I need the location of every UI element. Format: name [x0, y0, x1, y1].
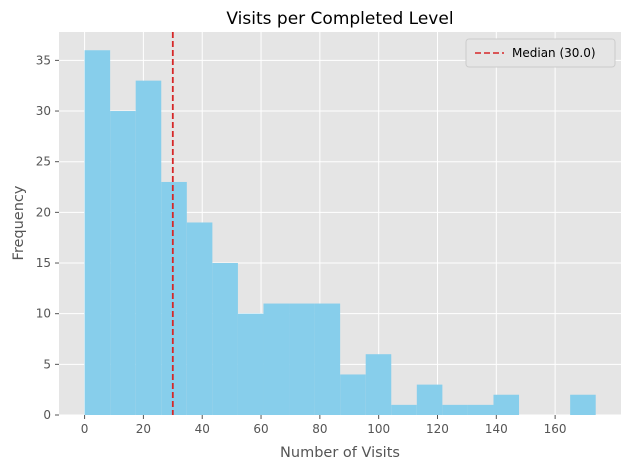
y-tick-label: 35: [36, 53, 51, 67]
x-tick-label: 60: [253, 422, 268, 436]
x-tick-label: 0: [81, 422, 89, 436]
x-tick-label: 100: [367, 422, 390, 436]
histogram-bar: [365, 354, 392, 415]
x-tick-label: 120: [426, 422, 449, 436]
histogram-bar: [289, 303, 315, 415]
y-axis-label: Frequency: [11, 185, 27, 260]
legend-box: [465, 38, 616, 68]
histogram-bar: [212, 263, 238, 415]
histogram-bar: [391, 404, 417, 415]
bars: [84, 50, 596, 416]
histogram-bar: [186, 222, 213, 415]
x-tick-label: 160: [544, 422, 567, 436]
histogram-bar: [570, 394, 596, 415]
histogram-bar: [110, 111, 136, 416]
histogram-bar: [493, 394, 520, 415]
legend: Median (30.0): [465, 38, 616, 68]
histogram-bar: [161, 181, 187, 415]
y-tick-label: 30: [36, 104, 51, 118]
y-tick-label: 20: [36, 205, 51, 219]
x-axis-ticks: 0 20 40 60 80 100 120 140 160: [81, 415, 567, 436]
histogram-bar: [314, 303, 341, 415]
histogram-bar: [340, 374, 366, 415]
histogram-bar: [442, 404, 468, 415]
x-tick-label: 80: [312, 422, 327, 436]
histogram-bar: [416, 384, 443, 415]
x-tick-label: 20: [136, 422, 151, 436]
chart-title: Visits per Completed Level: [226, 9, 453, 29]
y-axis-ticks: 0 5 10 15 20 25 30 35: [36, 53, 59, 422]
y-tick-label: 5: [43, 357, 51, 371]
x-tick-label: 40: [195, 422, 210, 436]
x-tick-label: 140: [485, 422, 508, 436]
y-tick-label: 25: [36, 155, 51, 169]
histogram-bar: [84, 50, 111, 415]
histogram-bar: [263, 303, 290, 415]
legend-median-label: Median (30.0): [512, 46, 596, 60]
histogram-bar: [467, 404, 494, 415]
y-tick-label: 0: [43, 408, 51, 422]
x-axis-label: Number of Visits: [280, 445, 400, 461]
y-tick-label: 15: [36, 256, 51, 270]
histogram-bar: [135, 80, 162, 415]
histogram-bar: [237, 313, 264, 415]
y-tick-label: 10: [36, 307, 51, 321]
